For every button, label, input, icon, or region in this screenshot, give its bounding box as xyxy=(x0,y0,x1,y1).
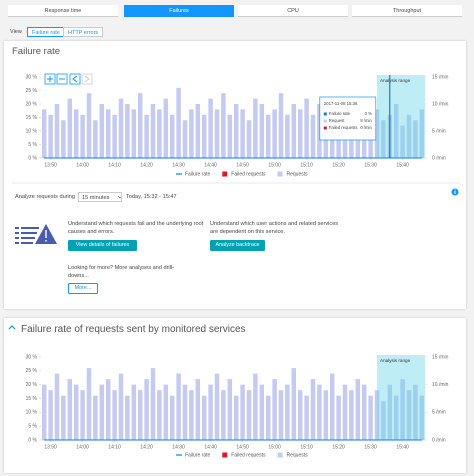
action-button[interactable]: Analyze backtrace xyxy=(210,240,265,251)
analyze-range: Today, 15:32 - 15:47 xyxy=(126,194,177,200)
action-button[interactable]: View details of failures xyxy=(68,240,137,251)
duration-dropdown[interactable]: 15 minutes xyxy=(78,192,122,202)
action-text: Understand which user actions and relate… xyxy=(210,221,339,235)
view-option-active[interactable]: Failure rate xyxy=(27,27,65,37)
view-label: View xyxy=(10,29,22,35)
panel-title: Failure rate of requests sent by monitor… xyxy=(21,324,246,335)
view-option[interactable]: HTTP errors xyxy=(63,27,104,37)
tab[interactable]: Throughput xyxy=(352,5,462,17)
panel xyxy=(4,41,466,309)
more-button[interactable]: More... xyxy=(68,283,98,294)
panel xyxy=(4,318,466,473)
tab-active[interactable]: Failures xyxy=(124,5,234,17)
more-text: Looking for more? More analyses and dril… xyxy=(68,265,175,279)
action-text: Understand which requests fail and the u… xyxy=(68,221,204,235)
tab[interactable]: Response time xyxy=(8,5,118,17)
tab[interactable]: CPU xyxy=(238,5,348,17)
analyze-label: Analyze requests during xyxy=(15,194,76,200)
panel-title: Failure rate xyxy=(12,46,61,57)
